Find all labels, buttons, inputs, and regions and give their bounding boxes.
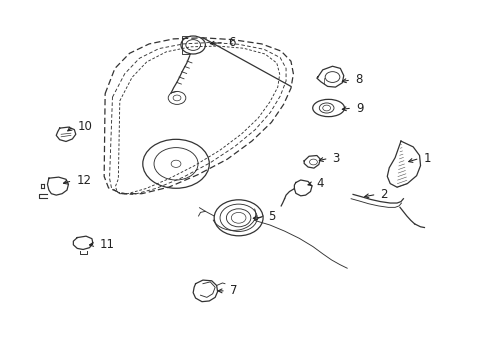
Text: 8: 8 [354,73,362,86]
Text: 4: 4 [316,177,324,190]
Text: 11: 11 [99,238,114,251]
Text: 1: 1 [423,152,430,165]
Text: 7: 7 [229,284,237,297]
Text: 3: 3 [332,152,339,165]
Text: 6: 6 [227,36,235,49]
Text: 2: 2 [380,188,387,201]
Text: 12: 12 [76,174,91,187]
Text: 9: 9 [355,102,363,114]
Text: 10: 10 [77,120,92,133]
Text: 5: 5 [267,210,275,223]
